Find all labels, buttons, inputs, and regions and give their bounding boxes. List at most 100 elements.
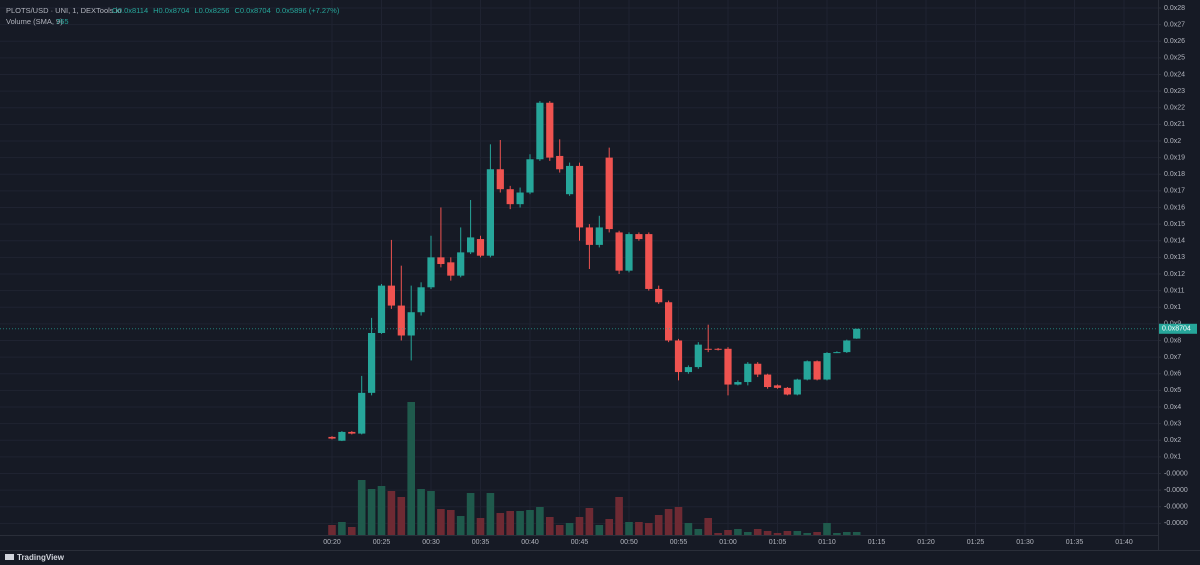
candle-body [397, 305, 405, 336]
volume-bar [615, 497, 623, 535]
candle-body [783, 387, 791, 395]
brand: TradingView [17, 553, 65, 562]
ohlc-legend: O0.0x8114 H0.0x8704 L0.0x8256 C0.0x8704 0.0x… [112, 6, 340, 15]
candle-body [764, 374, 772, 388]
x-tick-label: 00:30 [422, 539, 440, 546]
volume-bar [684, 523, 693, 535]
volume-bar [605, 519, 613, 535]
volume-label: Volume (SMA, 9) [6, 17, 63, 26]
volume-bar [843, 532, 851, 535]
volume-bar [456, 516, 465, 535]
brand-logo: TradingView [5, 553, 65, 562]
y-tick-label: 0.0x27 [1164, 21, 1185, 28]
candle-body [655, 288, 663, 303]
volume-bar [852, 532, 861, 535]
volume-bar [585, 508, 594, 535]
volume-bar [516, 511, 524, 535]
candle-body [734, 382, 742, 385]
candle-body [546, 102, 554, 158]
candle-body [358, 392, 366, 434]
last-price-label: 0.0x8704 [1162, 326, 1191, 333]
volume-bar [407, 402, 415, 535]
candle-body [526, 159, 534, 193]
legend-item: L0.0x8256 [194, 6, 229, 15]
y-tick-label: -0.0000 [1164, 487, 1188, 494]
candle-body [457, 252, 465, 276]
candle-body [813, 361, 821, 380]
y-tick-label: 0.0x16 [1164, 204, 1185, 211]
volume-bar [625, 522, 633, 535]
candle-body [348, 431, 356, 434]
candle-body [427, 257, 435, 288]
x-tick-label: 01:30 [1016, 539, 1034, 546]
candle-body [773, 385, 782, 388]
y-tick-label: 0.0x23 [1164, 88, 1185, 95]
volume-bar [823, 523, 831, 535]
candle-body [417, 287, 425, 313]
candle-body [387, 285, 395, 306]
volume-bar [803, 533, 811, 535]
volume-bar [328, 525, 336, 535]
candle-body [625, 234, 633, 271]
candle-body [486, 169, 494, 256]
y-tick-label: 0.0x18 [1164, 171, 1185, 178]
y-tick-label: 0.0x14 [1164, 238, 1185, 245]
candle-body [407, 312, 415, 336]
x-tick-label: 00:50 [620, 539, 638, 546]
chart-title: PLOTS/USD · UNI, 1, DEXTools.io [6, 6, 121, 15]
candle-body [684, 367, 692, 373]
candle-layer [328, 101, 861, 442]
volume-bar [833, 533, 841, 535]
volume-bar [595, 525, 604, 535]
volume-bar [496, 513, 505, 535]
candle-body [694, 344, 702, 368]
y-tick-label: 0.0x21 [1164, 121, 1185, 128]
volume-bar [744, 532, 752, 535]
candle-body [833, 352, 841, 354]
x-tick-label: 00:40 [521, 539, 539, 546]
candle-body [793, 379, 801, 395]
volume-bar [645, 523, 653, 535]
x-tick-label: 01:35 [1066, 539, 1084, 546]
candle-body [467, 237, 475, 253]
x-tick-label: 01:00 [719, 539, 737, 546]
volume-bar [753, 529, 762, 535]
volume-bar [427, 491, 435, 535]
candle-body [704, 348, 712, 350]
candle-body [635, 234, 643, 240]
y-tick-label: 0.0x5 [1164, 387, 1181, 394]
y-tick-label: 0.0x17 [1164, 188, 1185, 195]
x-tick-label: 01:10 [818, 539, 836, 546]
volume-bar [338, 522, 346, 535]
volume-bar [367, 489, 376, 535]
candle-body [645, 234, 653, 289]
volume-bar [674, 507, 683, 535]
volume-bar [704, 518, 712, 535]
volume-bar [565, 523, 574, 535]
x-tick-label: 00:20 [323, 539, 341, 546]
candle-body [595, 227, 603, 245]
volume-bar [813, 532, 821, 535]
volume-layer [328, 402, 861, 535]
candle-body [368, 333, 376, 393]
y-tick-label: 0.0x7 [1164, 354, 1181, 361]
candle-body [585, 227, 593, 245]
y-tick-label: 0.0x19 [1164, 154, 1185, 161]
candle-body [674, 340, 683, 373]
y-tick-label: 0.0x22 [1164, 105, 1185, 112]
volume-bar [506, 511, 514, 535]
volume-bar [654, 515, 663, 535]
candle-body [843, 340, 851, 353]
y-tick-label: 0.0x4 [1164, 404, 1181, 411]
candle-body [496, 169, 504, 190]
volume-bar [734, 529, 742, 535]
volume-bar [348, 527, 356, 535]
candle-body [338, 431, 346, 441]
x-tick-label: 01:40 [1115, 539, 1133, 546]
volume-bar [536, 507, 544, 535]
legend-item: C0.0x8704 [234, 6, 270, 15]
y-tick-label: 0.0x2 [1164, 138, 1181, 145]
volume-bar [387, 491, 396, 535]
